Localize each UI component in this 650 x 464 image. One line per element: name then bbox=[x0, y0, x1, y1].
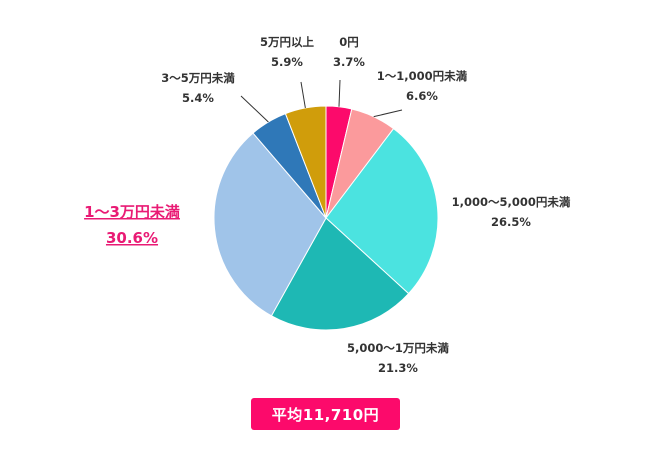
average-badge: 平均11,710円 bbox=[251, 398, 400, 430]
slice-value-label: 6.6% bbox=[406, 89, 438, 103]
slice-category-label: 3〜5万円未満 bbox=[161, 71, 235, 85]
leader-line bbox=[240, 95, 269, 123]
leader-line bbox=[373, 109, 403, 118]
slice-value-label: 5.4% bbox=[182, 91, 214, 105]
slice-category-label: 0円 bbox=[339, 35, 359, 49]
slice-category-label: 1,000〜5,000円未満 bbox=[452, 195, 571, 209]
slice-value-label: 5.9% bbox=[271, 55, 303, 69]
slice-value-label: 21.3% bbox=[378, 361, 418, 375]
pie-slice bbox=[270, 217, 410, 331]
slice-category-label: 5,000〜1万円未満 bbox=[347, 341, 449, 355]
pie-slice bbox=[325, 127, 439, 295]
leader-line bbox=[300, 81, 306, 109]
slice-category-label: 1〜1,000円未満 bbox=[377, 69, 468, 83]
leader-line bbox=[338, 79, 341, 107]
pie-slice bbox=[213, 132, 327, 317]
slice-category-label: 1〜3万円未満 bbox=[84, 203, 180, 221]
slice-value-label: 26.5% bbox=[491, 215, 531, 229]
pie-slice bbox=[284, 105, 327, 219]
slice-value-label: 3.7% bbox=[333, 55, 365, 69]
slice-category-label: 5万円以上 bbox=[260, 35, 315, 49]
slice-value-label: 30.6% bbox=[106, 229, 158, 247]
